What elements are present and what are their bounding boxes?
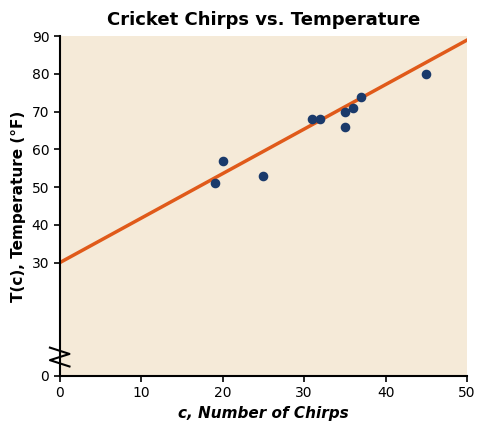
Point (423, 70, 431, 77)
Point (349, 105, 357, 111)
Point (308, 116, 316, 123)
Title: Cricket Chirps vs. Temperature: Cricket Chirps vs. Temperature (107, 11, 420, 29)
Point (357, 93, 365, 100)
Point (341, 108, 349, 115)
Y-axis label: T(c), Temperature (°F): T(c), Temperature (°F) (11, 111, 26, 302)
X-axis label: c, Number of Chirps: c, Number of Chirps (178, 406, 349, 421)
Point (317, 116, 324, 123)
Point (211, 180, 219, 187)
Point (219, 157, 226, 164)
Point (260, 172, 267, 179)
Point (341, 124, 349, 130)
